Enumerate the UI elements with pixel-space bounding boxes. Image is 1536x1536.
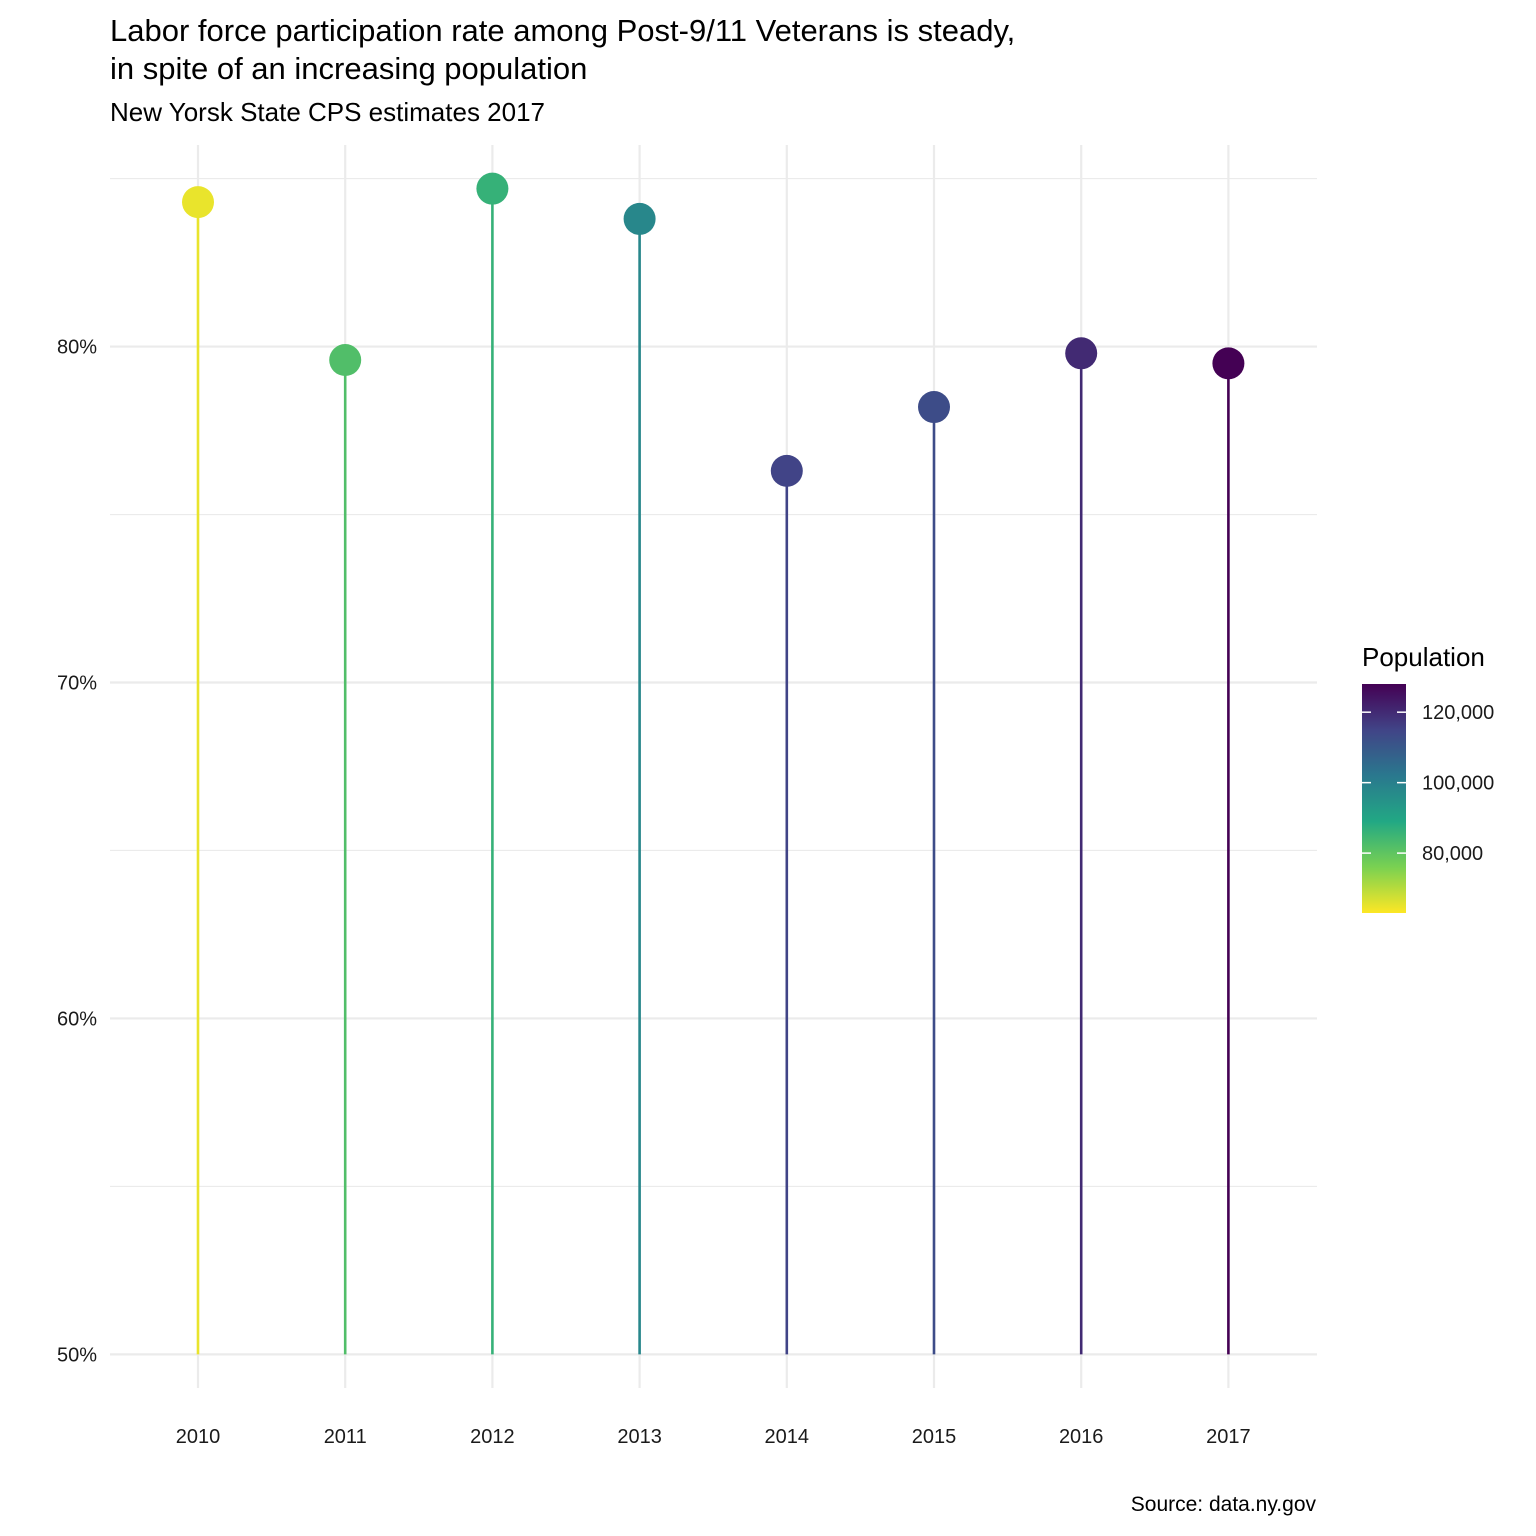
lollipop-point (918, 391, 950, 424)
x-tick-label: 2010 (176, 1426, 221, 1448)
lollipop-point (770, 454, 803, 487)
lollipop-point (1065, 337, 1098, 370)
y-tick-label: 70% (57, 673, 97, 695)
x-axis-ticks: 2010 2011 2012 2013 2014 2015 2016 2017 (176, 1426, 1251, 1448)
y-tick-label: 50% (57, 1344, 97, 1366)
lollipop-point (182, 186, 214, 219)
chart-title-line-2: in spite of an increasing population (110, 51, 588, 86)
grid-lines (110, 145, 1317, 1388)
lollipop-marks (182, 172, 1245, 1355)
legend-tick-label: 100,000 (1422, 773, 1494, 795)
y-axis-ticks: 50% 60% 70% 80% (57, 337, 97, 1367)
chart-title-line-1: Labor force participation rate among Pos… (110, 13, 1016, 48)
x-tick-label: 2012 (470, 1426, 515, 1448)
lollipop-point (329, 344, 362, 377)
lollipop-point (623, 202, 656, 235)
legend-tick-label: 80,000 (1422, 843, 1483, 865)
source-caption: Source: data.ny.gov (1130, 1493, 1316, 1516)
chart-subtitle: New Yorsk State CPS estimates 2017 (110, 97, 546, 127)
x-tick-label: 2014 (765, 1426, 810, 1448)
x-tick-label: 2017 (1206, 1426, 1251, 1448)
lollipop-point (1212, 347, 1245, 380)
x-tick-label: 2015 (912, 1426, 957, 1448)
legend-tick-label: 120,000 (1422, 702, 1494, 724)
x-tick-label: 2011 (324, 1426, 367, 1448)
x-tick-label: 2016 (1059, 1426, 1104, 1448)
legend-colorbar (1362, 684, 1406, 913)
y-tick-label: 80% (57, 337, 97, 359)
x-tick-label: 2013 (617, 1426, 662, 1448)
legend: Population 80,000 100,000 120,000 (1362, 642, 1494, 913)
y-tick-label: 60% (57, 1008, 97, 1030)
legend-title: Population (1362, 642, 1485, 672)
lollipop-point (476, 172, 509, 205)
chart-title: Labor force participation rate among Pos… (110, 12, 1015, 88)
